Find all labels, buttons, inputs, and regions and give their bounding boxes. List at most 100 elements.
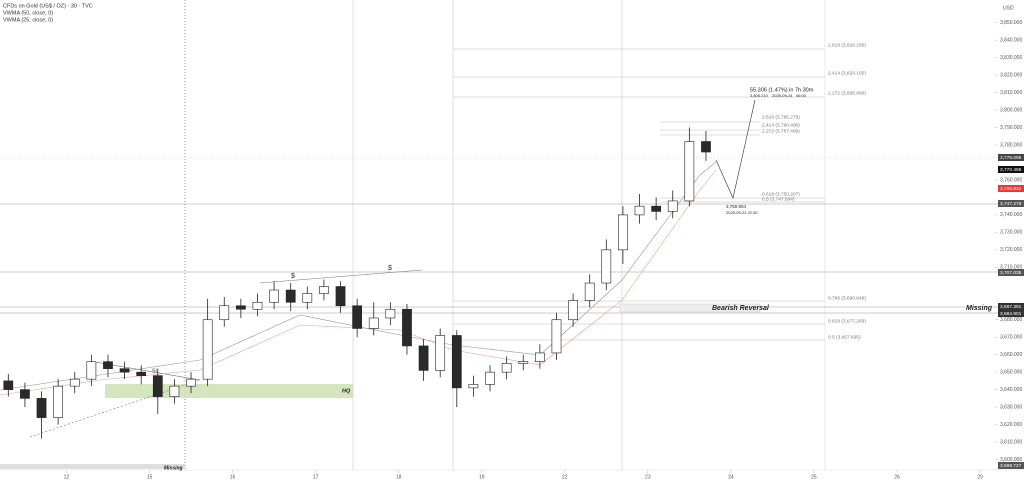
candle-body [618, 214, 628, 251]
price-label: 3,755.832 [1000, 186, 1022, 192]
indicator: VWMA (25, close, 0) [3, 17, 53, 23]
candle-body [701, 141, 711, 153]
x-tick-label: 26 [894, 474, 900, 480]
y-tick-label: 3,840.000 [1000, 38, 1022, 44]
fib-label: 0.5 (3,747.694) [762, 196, 795, 202]
price-box [998, 462, 1024, 469]
x-tick-label: 19 [479, 474, 485, 480]
candle-body [684, 141, 695, 202]
candle-body [302, 293, 313, 303]
missing-bar [0, 464, 185, 469]
fib-label: 0.618 (3,677.283) [828, 318, 866, 324]
candle-body [86, 361, 97, 380]
point-label: 2025-09-23 22:30 [726, 210, 758, 215]
y-tick-label: 3,650.000 [1000, 369, 1022, 375]
y-tick-label: 3,780.000 [1000, 142, 1022, 148]
hq-label: HQ [342, 388, 351, 394]
candle-body [219, 305, 230, 321]
candle-body [169, 385, 180, 397]
candle-body [435, 335, 446, 371]
candle-body [269, 289, 279, 303]
candle-body [252, 301, 263, 310]
candle-body [385, 308, 396, 319]
candle-body [584, 282, 595, 301]
reversal-zone [619, 303, 761, 313]
candle-body [667, 200, 678, 212]
y-tick-label: 3,600.000 [1000, 457, 1022, 463]
candle-body [235, 305, 246, 310]
y-tick-label: 3,610.000 [1000, 439, 1022, 445]
candle-body [518, 361, 529, 364]
x-tick-label: 12 [64, 474, 70, 480]
y-tick-label: 3,660.000 [1000, 352, 1022, 358]
y-tick-label: 3,790.000 [1000, 125, 1022, 131]
fib-label: 0.618 (3,750.207) [762, 191, 800, 197]
price-box [998, 200, 1024, 207]
candle-body [202, 319, 213, 380]
y-tick-label: 3,620.000 [1000, 422, 1022, 428]
fib-label: 2.272 (3,808.866) [828, 90, 866, 96]
x-tick-label: 25 [811, 474, 817, 480]
currency: USD [1003, 5, 1014, 11]
price-label: 3,684.901 [1000, 311, 1022, 317]
candle-body [534, 352, 545, 362]
x-tick-label: 24 [728, 474, 734, 480]
missing-label: Missing [966, 305, 993, 312]
measure-detail: 3,805.210 [750, 93, 769, 98]
x-tick-label: 22 [562, 474, 568, 480]
fib-label: 0.5 (3,667.895) [828, 334, 861, 340]
x-tick-label: 18 [396, 474, 402, 480]
candle-body [319, 286, 329, 294]
dollar-marker: $ [388, 265, 392, 272]
price-label: 3,770.499 [1000, 167, 1022, 173]
candle-body [186, 378, 196, 387]
candle-body [485, 371, 495, 385]
candle-body [352, 305, 363, 329]
y-tick-label: 3,730.000 [1000, 230, 1022, 236]
price-box [998, 166, 1024, 173]
measure-detail: 06:00 [796, 93, 807, 98]
y-tick-label: 3,740.000 [1000, 212, 1022, 218]
price-box [998, 154, 1024, 161]
y-tick-label: 3,810.000 [1000, 90, 1022, 96]
candle-body [69, 378, 80, 387]
y-tick-label: 3,720.000 [1000, 247, 1022, 253]
candle-body [335, 286, 346, 307]
y-tick-label: 3,680.000 [1000, 317, 1022, 323]
price-label: 3,776.098 [1000, 155, 1022, 161]
candle-body [601, 249, 612, 284]
si-label: SI [152, 368, 157, 374]
candle-body [20, 389, 30, 399]
candle-body [634, 205, 645, 216]
y-tick-label: 3,640.000 [1000, 387, 1022, 393]
hq-zone [105, 384, 353, 398]
vwma-25 [0, 161, 717, 391]
candle-body [368, 317, 379, 329]
candle-body [501, 363, 512, 373]
price-label: 3,747.278 [1000, 201, 1022, 207]
candle-body [402, 308, 412, 347]
candle-body [285, 289, 296, 303]
fib-label: 2.272 (3,787.499) [762, 128, 800, 134]
measure-label: 55.306 (1.47%) in 7h 30m [750, 87, 814, 93]
x-tick-label: 29 [977, 474, 983, 480]
candle-body [3, 380, 14, 390]
x-tick-label: 23 [645, 474, 651, 480]
candle-body [103, 361, 113, 369]
measure-detail: 2025-09-24 [772, 93, 793, 98]
y-tick-label: 3,760.000 [1000, 177, 1022, 183]
price-box [998, 269, 1024, 276]
fib-lines [0, 48, 1000, 341]
candle-body [53, 385, 64, 418]
price-label: 3,707.035 [1000, 270, 1022, 276]
fib-label: 2.414 (3,790.490) [762, 122, 800, 128]
price-label: 3,687.391 [1000, 304, 1022, 310]
price-box [998, 310, 1024, 317]
y-tick-label: 3,850.000 [1000, 20, 1022, 26]
price-label: 3,599.727 [1000, 463, 1022, 469]
y-tick-label: 3,820.000 [1000, 72, 1022, 78]
candle-body [568, 300, 578, 321]
y-tick-label: 3,670.000 [1000, 335, 1022, 341]
